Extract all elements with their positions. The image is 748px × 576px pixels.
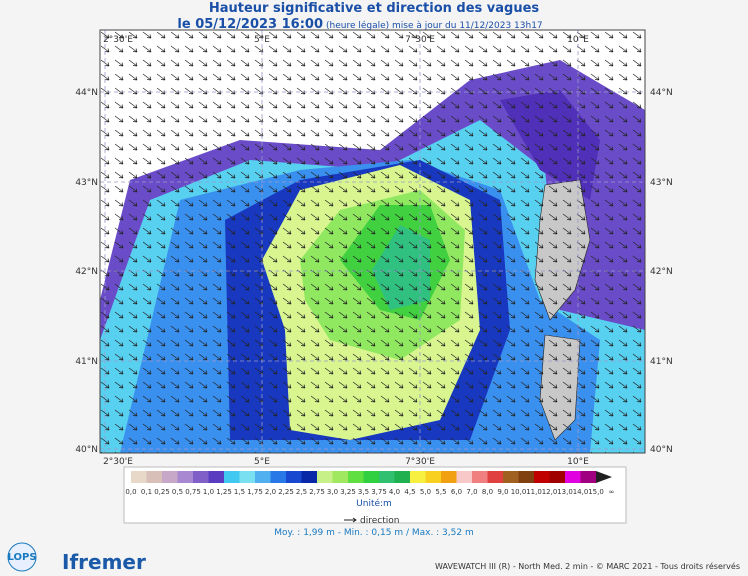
lat-label-right: 41°N	[650, 357, 673, 367]
colorbar-swatch	[301, 471, 317, 483]
colorbar-label: 11,0	[526, 488, 542, 496]
colorbar-swatch	[239, 471, 255, 483]
lat-label-right: 43°N	[650, 178, 673, 188]
colorbar-swatch	[363, 471, 379, 483]
colorbar-label: 3,5	[358, 488, 369, 496]
colorbar-label: 0,0	[125, 488, 136, 496]
colorbar-label: 3,75	[371, 488, 387, 496]
colorbar-swatch	[146, 471, 162, 483]
lon-label-top: 10°E	[567, 35, 589, 45]
colorbar-swatch	[332, 471, 348, 483]
colorbar-label: 12,0	[542, 488, 558, 496]
lat-label-left: 41°N	[75, 357, 98, 367]
colorbar-swatch	[317, 471, 333, 483]
date: le 05/12/2023 16:00	[177, 17, 323, 32]
colorbar-label: ∞	[609, 488, 615, 496]
colorbar-swatch	[410, 471, 426, 483]
lat-label-right: 42°N	[650, 267, 673, 277]
colorbar-swatch	[503, 471, 519, 483]
title: Hauteur significative et direction des v…	[209, 1, 540, 16]
colorbar-swatch	[518, 471, 534, 483]
colorbar-swatch	[270, 471, 286, 483]
colorbar-label: 5,5	[435, 488, 446, 496]
colorbar-swatch	[255, 471, 271, 483]
colorbar-label: 1,25	[216, 488, 232, 496]
colorbar-label: 2,5	[296, 488, 307, 496]
colorbar-swatch	[162, 471, 178, 483]
colorbar-swatch	[472, 471, 488, 483]
colorbar-swatch	[208, 471, 224, 483]
colorbar-swatch	[441, 471, 457, 483]
colorbar-label: 14,0	[573, 488, 589, 496]
colorbar-swatch	[487, 471, 503, 483]
colorbar-swatch	[224, 471, 240, 483]
graticule	[100, 30, 645, 453]
direction-arrow	[344, 517, 357, 523]
colorbar-label: 0,25	[154, 488, 170, 496]
colorbar-label: 5,0	[420, 488, 431, 496]
colorbar-swatch	[565, 471, 581, 483]
colorbar-label: 13,0	[557, 488, 573, 496]
colorbar-swatch	[177, 471, 193, 483]
colorbar-label: 0,75	[185, 488, 201, 496]
colorbar-swatch	[425, 471, 441, 483]
lat-label-left: 43°N	[75, 178, 98, 188]
colorbar-label: 15,0	[588, 488, 604, 496]
colorbar-label: 6,0	[451, 488, 462, 496]
colorbar-swatch	[549, 471, 565, 483]
update: (heure légale) mise à jour du 11/12/2023…	[326, 20, 543, 31]
colorbar-label: 4,0	[389, 488, 400, 496]
lon-label-bottom: 10°E	[567, 457, 589, 467]
colorbar-swatch	[580, 471, 596, 483]
lon-label-top: 2°30'E	[103, 35, 133, 45]
colorbar-swatch	[193, 471, 209, 483]
colorbar-label: 1,5	[234, 488, 245, 496]
colorbar-swatch	[379, 471, 395, 483]
colorbar-swatch	[286, 471, 302, 483]
lat-label-left: 44°N	[75, 88, 98, 98]
lon-label-top: 5°E	[254, 35, 270, 45]
map	[100, 30, 645, 453]
lon-label-top: 7°30'E	[405, 35, 435, 45]
colorbar-label: 4,5	[404, 488, 415, 496]
colorbar-label: 0,5	[172, 488, 183, 496]
colorbar-label: 8,0	[482, 488, 493, 496]
direction-label: direction	[360, 516, 399, 526]
colorbar-label: 2,25	[278, 488, 294, 496]
unit: Unité:m	[356, 498, 392, 509]
colorbar-label: 10,0	[511, 488, 527, 496]
colorbar-label: 2,75	[309, 488, 325, 496]
colorbar-label: 9,0	[497, 488, 508, 496]
lat-label-right: 44°N	[650, 88, 673, 98]
credits: WAVEWATCH III (R) - North Med. 2 min - ©…	[435, 561, 740, 571]
colorbar-label: 0,1	[141, 488, 152, 496]
lops-text: LOPS	[7, 552, 36, 563]
lon-label-bottom: 5°E	[254, 457, 270, 467]
colorbar-swatch	[131, 471, 147, 483]
lat-label-left: 42°N	[75, 267, 98, 277]
colorbar-label: 1,75	[247, 488, 263, 496]
map-frame	[99, 29, 646, 454]
colorbar-label: 3,0	[327, 488, 338, 496]
colorbar-label: 2,0	[265, 488, 276, 496]
lat-label-left: 40°N	[75, 445, 98, 455]
lon-label-bottom: 7°30'E	[405, 457, 435, 467]
colorbar-swatch	[394, 471, 410, 483]
colorbar-label: 7,0	[466, 488, 477, 496]
colorbar-arrow	[596, 471, 612, 483]
lat-label-right: 40°N	[650, 445, 673, 455]
colorbar-swatch	[456, 471, 472, 483]
colorbar-swatch	[348, 471, 364, 483]
ifremer-logo: Ifremer	[62, 550, 146, 574]
colorbar-label: 3,25	[340, 488, 356, 496]
stats: Moy. : 1,99 m - Min. : 0,15 m / Max. : 3…	[274, 528, 473, 538]
lops-logo	[7, 542, 37, 572]
colorbar-swatch	[534, 471, 550, 483]
colorbar-label: 1,0	[203, 488, 214, 496]
lon-label-bottom: 2°30'E	[103, 457, 133, 467]
